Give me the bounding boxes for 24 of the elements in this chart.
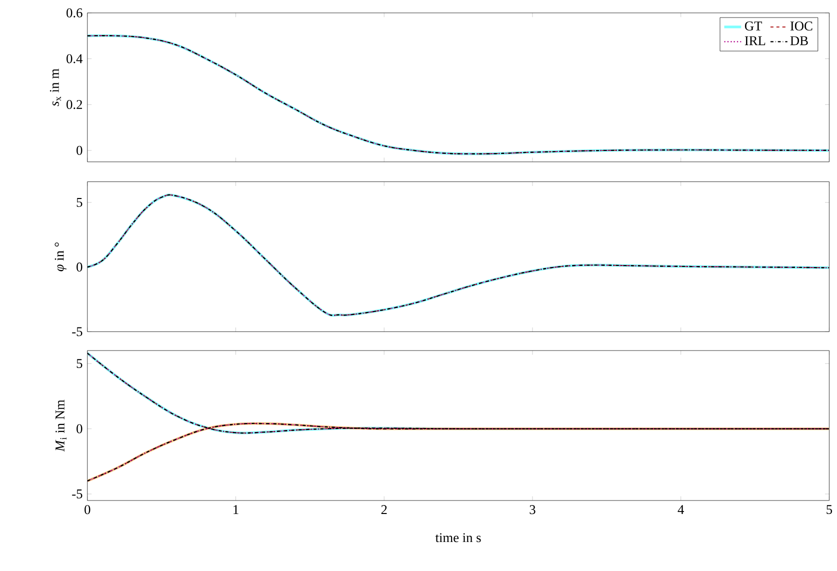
- y-axis-title: M$_{i}$ in Nm: [56, 400, 66, 452]
- y-tick-label: 0.6: [66, 8, 82, 18]
- y-tick-label: 0: [76, 424, 82, 434]
- y-tick-label: -5: [72, 327, 82, 336]
- x-tick-label: 2: [381, 505, 387, 514]
- x-tick-label: 1: [234, 505, 238, 514]
- y-axis-title: s$_{x}$ in m: [50, 68, 61, 106]
- x-tick-label: 0: [84, 505, 90, 514]
- y-axis-title: φ in °: [54, 242, 66, 272]
- legend-label: IOC: [790, 22, 812, 30]
- y-tick-label: -5: [72, 490, 82, 498]
- x-tick-label: 4: [678, 505, 684, 514]
- x-tick-label: 3: [530, 505, 536, 514]
- legend-label: IRL: [744, 36, 766, 46]
- y-tick-label: 0: [76, 146, 82, 155]
- legend-label: GT: [744, 22, 762, 30]
- x-tick-label: 5: [826, 505, 832, 514]
- y-tick-label: 0.4: [66, 54, 83, 64]
- y-tick-label: 5: [76, 359, 82, 368]
- y-tick-label: 5: [76, 198, 82, 207]
- legend-label: DB: [790, 36, 808, 46]
- y-tick-label: 0: [76, 262, 82, 272]
- x-axis-title: time in s: [435, 533, 481, 542]
- y-tick-label: 0.2: [66, 100, 82, 110]
